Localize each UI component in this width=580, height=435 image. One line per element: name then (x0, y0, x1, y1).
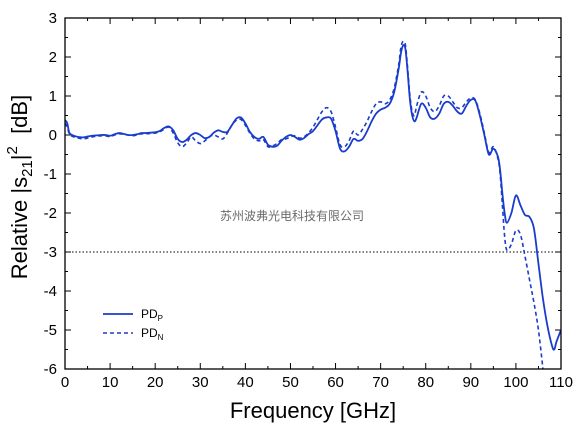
y-tick-label: 0 (49, 127, 57, 144)
legend: PDP PDN (103, 307, 164, 342)
legend-label-pdn-sub: N (158, 333, 164, 342)
legend-label-pdn: PDN (141, 326, 164, 342)
x-tick-label: 60 (327, 374, 344, 391)
series-line-pdn (65, 40, 544, 369)
legend-label-pdp: PDP (141, 307, 163, 323)
y-axis-title: Relative |s21|2 [dB] (4, 95, 36, 279)
x-tick-label: 70 (372, 374, 389, 391)
y-tick-label: -6 (44, 361, 57, 378)
series-layer (65, 40, 561, 369)
x-tick-label: 20 (147, 374, 164, 391)
y-axis-title-sup: 2 (4, 146, 21, 154)
y-tick-label: -2 (44, 205, 57, 222)
x-tick-label: 0 (61, 374, 69, 391)
x-tick-label: 40 (237, 374, 254, 391)
x-tick-label: 90 (462, 374, 479, 391)
plot-frame (64, 17, 562, 370)
watermark: 苏州波弗光电科技有限公司 (220, 209, 364, 223)
y-tick-label: 1 (49, 88, 57, 105)
legend-label-pdp-main: PD (141, 307, 158, 321)
y-tick-label: -5 (44, 322, 57, 339)
legend-label-pdn-main: PD (141, 326, 158, 340)
y-axis-title-post: [dB] (7, 95, 32, 146)
x-tick-label: 80 (417, 374, 434, 391)
legend-label-pdp-sub: P (158, 314, 163, 323)
x-tick-label: 110 (549, 374, 573, 391)
x-tick-label: 10 (102, 374, 119, 391)
x-axis-title: Frequency [GHz] (230, 398, 396, 423)
y-tick-label: -3 (44, 244, 57, 261)
tick-label-layer: 0 10 20 30 40 50 60 70 80 90 100 110 -6 -5 -4 -3 -2 -1 0 1 2… (44, 10, 573, 391)
y-tick-label: 3 (49, 10, 57, 27)
x-tick-label: 50 (282, 374, 299, 391)
y-axis-title-sub: 21 (19, 160, 36, 177)
y-tick-label: -1 (44, 166, 57, 183)
x-tick-label: 30 (192, 374, 209, 391)
y-axis-title-pre: Relative |s (7, 177, 32, 279)
x-tick-label: 100 (503, 374, 528, 391)
y-tick-label: 2 (49, 49, 57, 66)
y-tick-label: -4 (44, 283, 57, 300)
y-axis-title-mid: | (7, 154, 32, 160)
